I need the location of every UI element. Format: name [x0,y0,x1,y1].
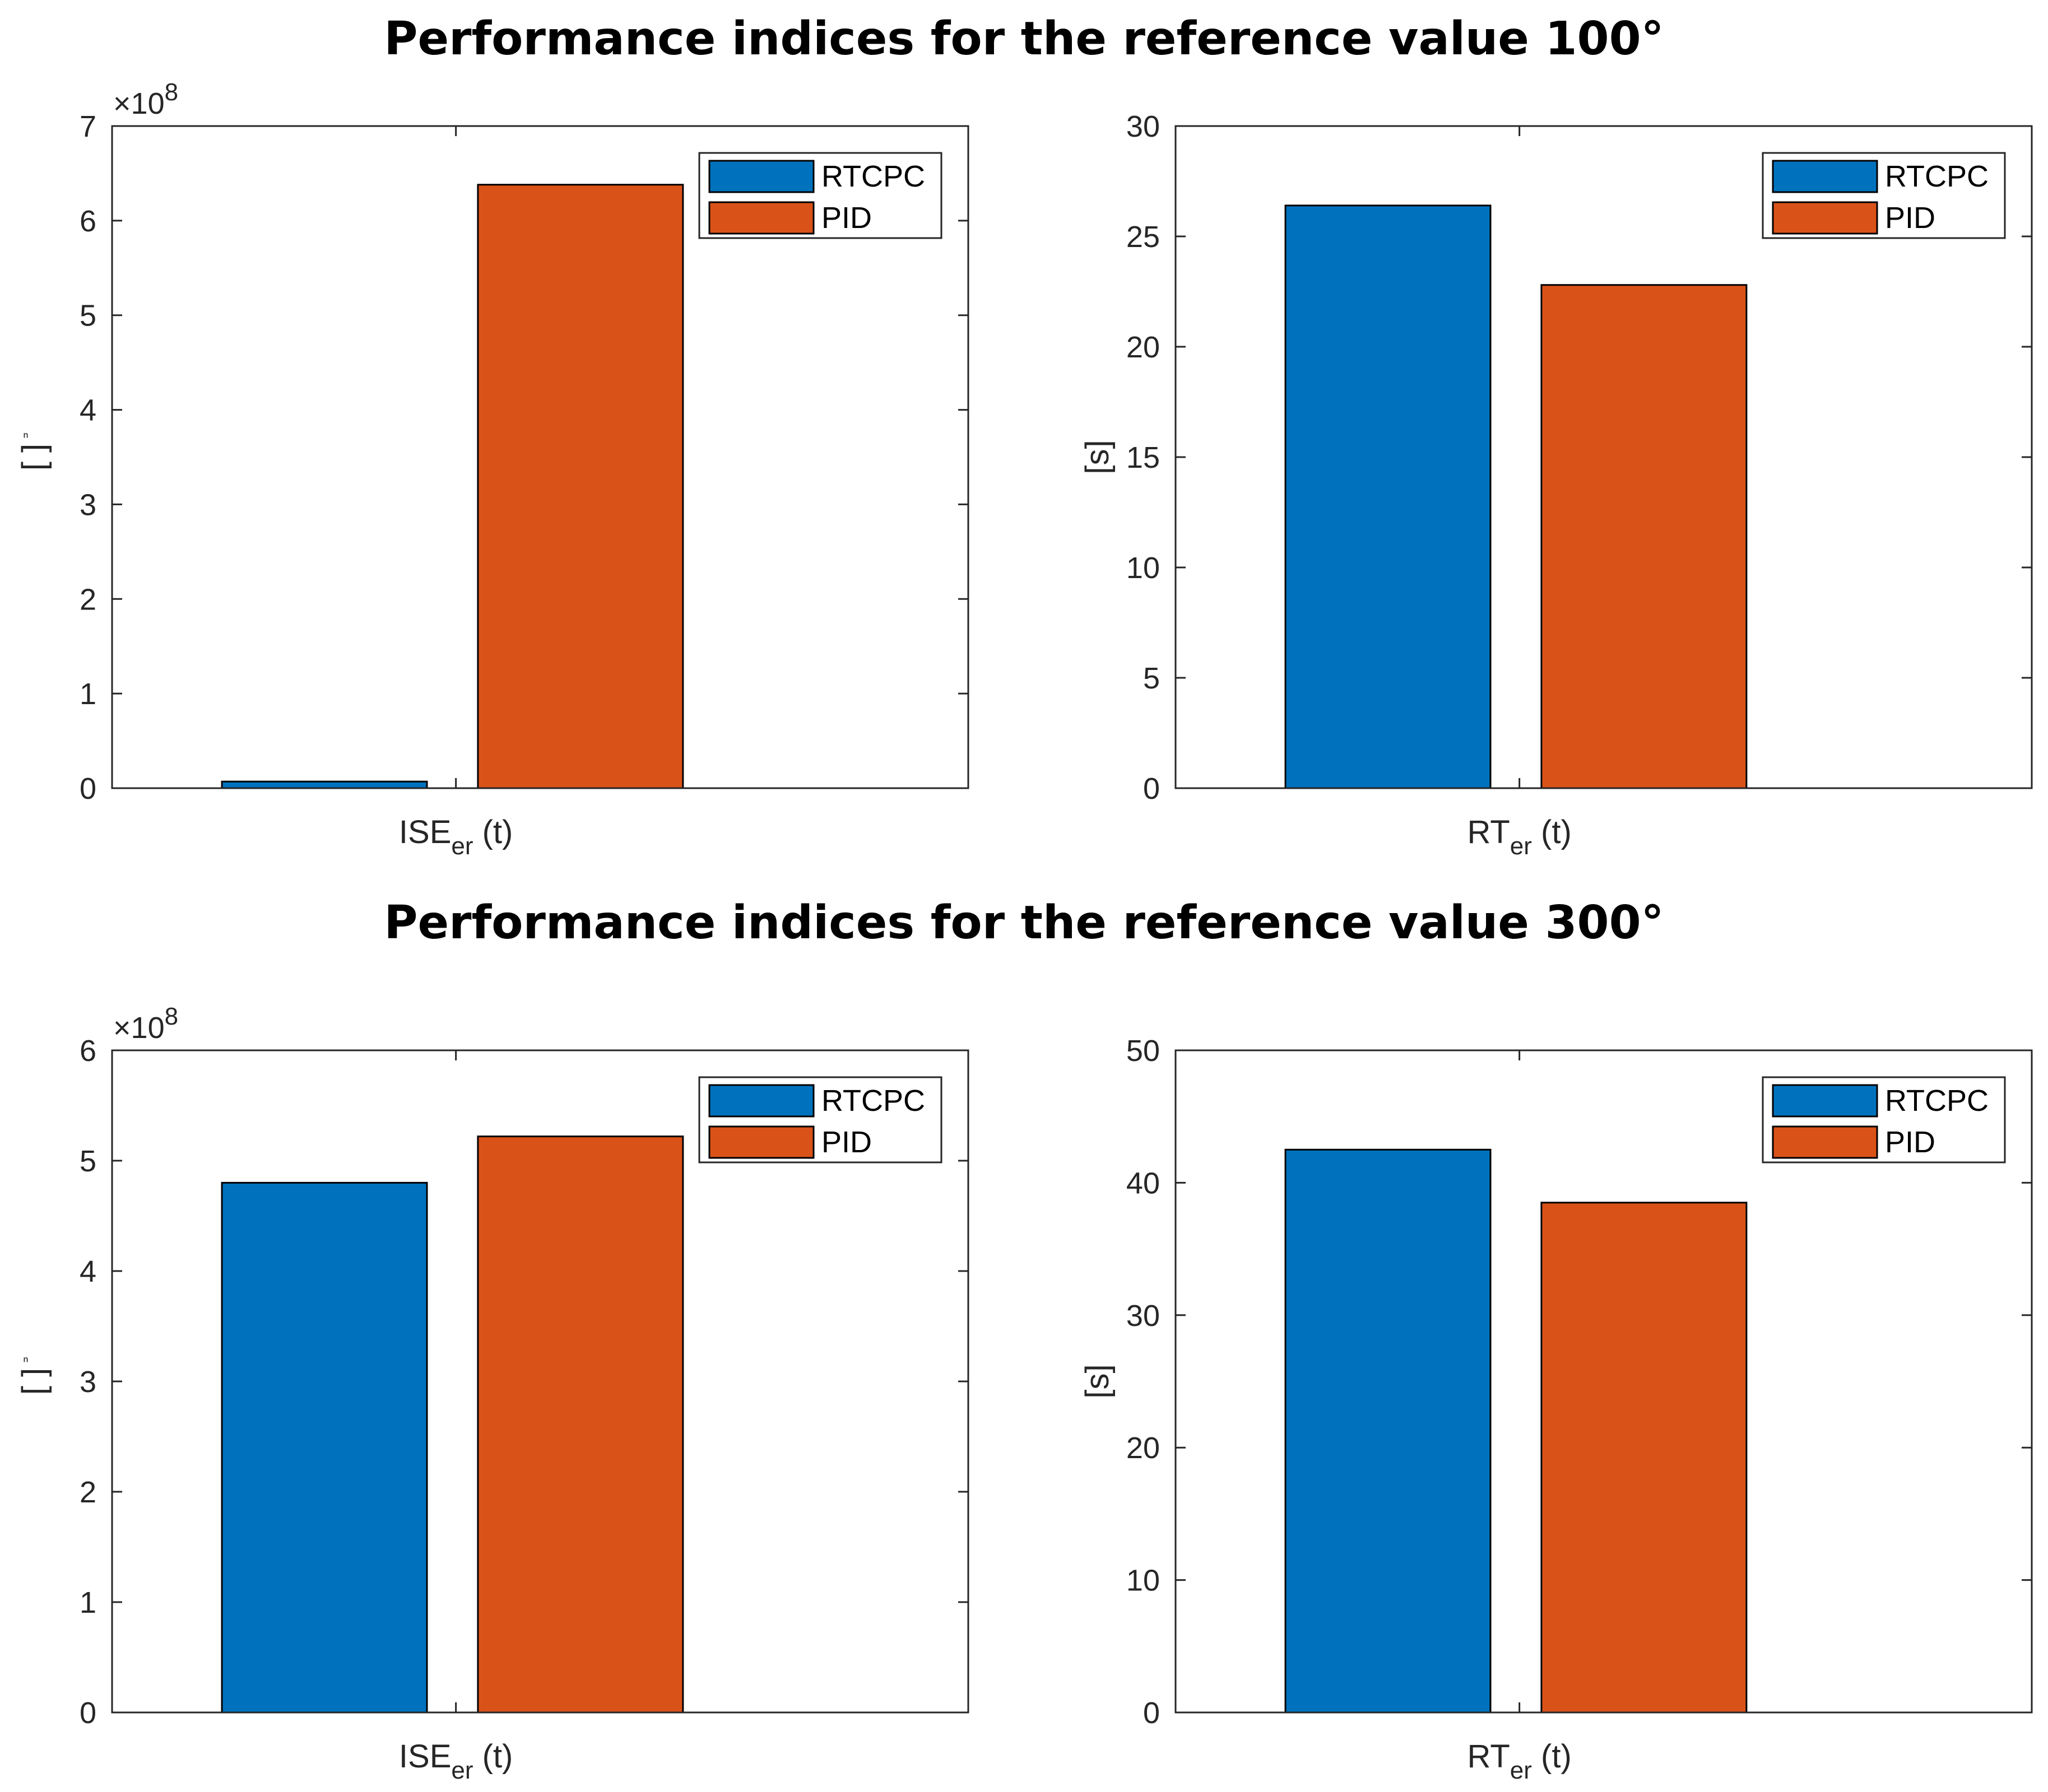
chart-1: 0 1 2 3 4 5 6 7 ISEer (t) [ ]ⁿ ×108 RTCPC PID [16,78,969,860]
title-bottom: Performance indices for the reference va… [384,896,1664,949]
axes-box [1174,1049,2033,1714]
legend-label-pid: PID [1885,201,1935,235]
bar-pid [477,184,684,789]
y-tick-label: 6 [80,1034,96,1068]
bar-rtcpc [1284,1148,1492,1714]
y-tick-label: 7 [80,110,96,143]
axes-box [111,125,969,789]
bar-rtcpc [221,1181,428,1714]
legend-swatch-pid [1772,201,1878,235]
chart-2: 0 5 10 15 20 25 30 RTer (t) [s] RTCPC PID [1079,110,2033,860]
y-tick-label: 0 [1143,1696,1160,1730]
y-axis-label-mark: ⁿ [23,428,28,445]
bar-pid [1540,284,1748,789]
y-tick-label: 10 [1126,551,1160,585]
x-axis-label: RTer (t) [1467,1738,1572,1784]
y-axis-label: [s] [1079,440,1116,474]
y-tick-label: 10 [1126,1564,1160,1598]
title-top: Performance indices for the reference va… [384,12,1664,66]
chart-4: 0 10 20 30 40 50 RTer (t) [s] RTCPC PID [1079,1034,2033,1784]
exponent-label: ×108 [113,78,178,120]
exponent-label: ×108 [113,1003,178,1045]
chart-3: 0 1 2 3 4 5 6 ISEer (t) [ ]ⁿ ×108 RTCPC PID [16,1003,969,1784]
legend-swatch-pid [708,201,815,235]
y-tick-label: 3 [80,1365,96,1399]
legend-swatch-rtcpc [708,1084,815,1118]
y-tick-label: 0 [80,1696,96,1730]
x-axis-label: RTer (t) [1467,814,1572,860]
legend-label-pid: PID [821,201,872,235]
x-axis-label: ISEer (t) [399,1738,513,1784]
y-tick-label: 0 [80,772,96,806]
y-tick-label: 5 [80,299,96,333]
y-tick-label: 6 [80,204,96,238]
legend-label-rtcpc: RTCPC [821,160,925,193]
legend-swatch-pid [708,1125,815,1159]
y-tick-label: 0 [1143,772,1160,806]
y-axis-label: [ ] [16,444,52,471]
bar-rtcpc [1284,204,1492,789]
y-tick-label: 20 [1126,331,1160,364]
y-tick-label: 2 [80,1476,96,1509]
legend-swatch-pid [1772,1125,1878,1159]
y-tick-label: 30 [1126,1299,1160,1333]
legend-swatch-rtcpc [1772,160,1878,193]
x-axis-label: ISEer (t) [399,814,513,860]
y-tick-label: 50 [1126,1034,1160,1068]
bar-pid [477,1135,684,1714]
legend-label-rtcpc: RTCPC [1885,1084,1989,1118]
y-tick-label: 30 [1126,110,1160,143]
legend-swatch-rtcpc [1772,1084,1878,1118]
legend-label-pid: PID [1885,1125,1935,1159]
y-tick-label: 15 [1126,441,1160,474]
y-tick-label: 5 [80,1144,96,1178]
y-tick-label: 2 [80,583,96,616]
y-axis-label-mark: ⁿ [23,1352,28,1369]
legend-label-rtcpc: RTCPC [821,1084,925,1118]
y-tick-label: 5 [1143,662,1160,695]
legend-label-rtcpc: RTCPC [1885,160,1989,193]
y-tick-label: 25 [1126,220,1160,254]
y-tick-label: 1 [80,1586,96,1619]
legend-swatch-rtcpc [708,160,815,193]
y-tick-label: 20 [1126,1431,1160,1465]
y-axis-label: [s] [1079,1364,1116,1398]
y-tick-label: 4 [80,1255,96,1288]
y-tick-label: 40 [1126,1166,1160,1200]
legend-label-pid: PID [821,1125,872,1159]
y-tick-label: 3 [80,488,96,522]
y-tick-label: 1 [80,677,96,711]
bar-rtcpc [221,780,428,789]
y-axis-label: [ ] [16,1368,52,1395]
bar-pid [1540,1202,1748,1714]
y-tick-label: 4 [80,394,96,427]
